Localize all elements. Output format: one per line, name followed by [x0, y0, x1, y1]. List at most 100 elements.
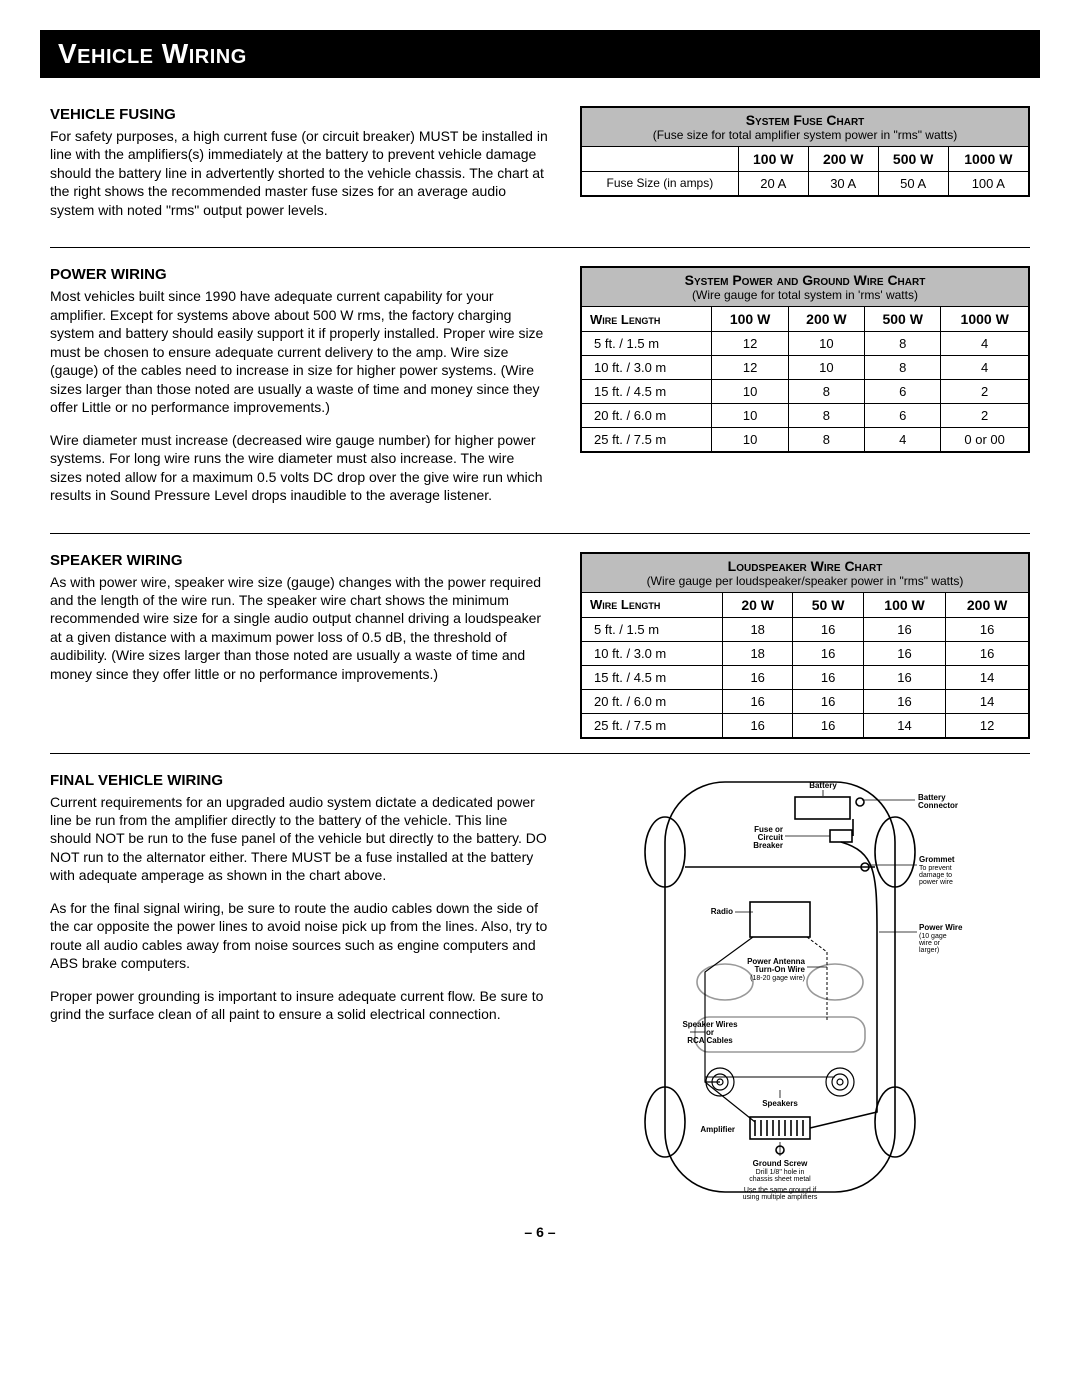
table-row-len: 25 ft. / 7.5 m	[581, 428, 712, 453]
final-p1: Current requirements for an upgraded aud…	[50, 793, 550, 885]
table-cell: 16	[722, 665, 792, 689]
speaker-body: As with power wire, speaker wire size (g…	[50, 573, 550, 684]
wire-length-head: Wire Length	[581, 592, 722, 617]
table-cell: 6	[865, 380, 941, 404]
dia-fuse: Fuse orCircuitBreaker	[753, 825, 783, 850]
table-cell: 16	[793, 665, 863, 689]
dia-amplifier: Amplifier	[700, 1125, 735, 1134]
table-cell: 0 or 00	[941, 428, 1029, 453]
fuse-cell: 100 A	[948, 172, 1029, 197]
speaker-p1: As with power wire, speaker wire size (g…	[50, 573, 550, 684]
table-cell: 4	[865, 428, 941, 453]
fuse-chart-title: System Fuse Chart	[746, 112, 865, 128]
page-number: – 6 –	[50, 1224, 1030, 1240]
table-cell: 4	[941, 332, 1029, 356]
speaker-chart-sub: (Wire gauge per loudspeaker/speaker powe…	[588, 574, 1022, 588]
power-chart-title: System Power and Ground Wire Chart	[685, 272, 926, 288]
table-cell: 16	[793, 713, 863, 738]
table-row-len: 20 ft. / 6.0 m	[581, 689, 722, 713]
dia-ground-sub2: Use the same ground ifusing multiple amp…	[743, 1187, 818, 1201]
section-speaker: SPEAKER WIRING As with power wire, speak…	[50, 552, 1030, 739]
table-cell: 12	[712, 332, 788, 356]
speaker-heading: SPEAKER WIRING	[50, 552, 550, 569]
table-cell: 8	[865, 332, 941, 356]
table-cell: 16	[863, 617, 945, 641]
page-header: Vehicle Wiring	[40, 30, 1040, 78]
power-p1: Most vehicles built since 1990 have adeq…	[50, 287, 550, 416]
dia-power-wire-sub: (10 gagewire orlarger)	[918, 933, 947, 954]
table-cell: 16	[793, 641, 863, 665]
dia-battery: Battery	[809, 781, 837, 790]
dia-radio: Radio	[711, 907, 733, 916]
final-p3: Proper power grounding is important to i…	[50, 987, 550, 1024]
dia-power-wire: Power Wire	[919, 923, 963, 932]
table-cell: 6	[865, 404, 941, 428]
divider	[50, 533, 1030, 534]
fuse-cell: 50 A	[878, 172, 948, 197]
table-cell: 12	[712, 356, 788, 380]
table-cell: 18	[722, 617, 792, 641]
dia-batt-conn: BatteryConnector	[918, 793, 958, 810]
col-head: 1000 W	[948, 147, 1029, 172]
fuse-cell: 20 A	[738, 172, 808, 197]
table-cell: 10	[712, 380, 788, 404]
table-cell: 16	[793, 617, 863, 641]
table-row-len: 20 ft. / 6.0 m	[581, 404, 712, 428]
final-body: Current requirements for an upgraded aud…	[50, 793, 550, 1024]
col-head: 50 W	[793, 592, 863, 617]
col-head: 500 W	[865, 307, 941, 332]
table-cell: 10	[712, 428, 788, 453]
col-head: 500 W	[878, 147, 948, 172]
table-cell: 16	[946, 641, 1029, 665]
table-cell: 16	[946, 617, 1029, 641]
speaker-chart-title: Loudspeaker Wire Chart	[728, 558, 883, 574]
fuse-chart-sub: (Fuse size for total amplifier system po…	[588, 128, 1022, 142]
table-cell: 12	[946, 713, 1029, 738]
col-head: 100 W	[712, 307, 788, 332]
col-head: 200 W	[808, 147, 878, 172]
fusing-body: For safety purposes, a high current fuse…	[50, 127, 550, 219]
section-final: FINAL VEHICLE WIRING Current requirement…	[50, 772, 1030, 1212]
table-cell: 4	[941, 356, 1029, 380]
table-cell: 8	[788, 380, 864, 404]
fusing-heading: VEHICLE FUSING	[50, 106, 550, 123]
table-cell: 8	[865, 356, 941, 380]
power-body: Most vehicles built since 1990 have adeq…	[50, 287, 550, 504]
dia-speakers: Speakers	[762, 1099, 798, 1108]
table-row-len: 10 ft. / 3.0 m	[581, 356, 712, 380]
table-cell: 14	[863, 713, 945, 738]
table-cell: 10	[788, 332, 864, 356]
divider	[50, 753, 1030, 754]
col-head: 100 W	[738, 147, 808, 172]
table-cell: 18	[722, 641, 792, 665]
table-cell: 10	[788, 356, 864, 380]
power-heading: POWER WIRING	[50, 266, 550, 283]
table-cell: 2	[941, 380, 1029, 404]
final-heading: FINAL VEHICLE WIRING	[50, 772, 550, 789]
dia-antenna-sub: (18-20 gage wire)	[750, 975, 805, 982]
table-cell: 16	[722, 713, 792, 738]
power-chart-sub: (Wire gauge for total system in 'rms' wa…	[588, 288, 1022, 302]
table-cell: 8	[788, 428, 864, 453]
table-row-len: 5 ft. / 1.5 m	[581, 617, 722, 641]
fusing-p1: For safety purposes, a high current fuse…	[50, 127, 550, 219]
divider	[50, 247, 1030, 248]
fuse-cell: 30 A	[808, 172, 878, 197]
table-row-len: 10 ft. / 3.0 m	[581, 641, 722, 665]
power-chart: System Power and Ground Wire Chart (Wire…	[580, 266, 1030, 453]
fuse-row-label: Fuse Size (in amps)	[581, 172, 738, 197]
col-head: 100 W	[863, 592, 945, 617]
table-cell: 14	[946, 665, 1029, 689]
power-p2: Wire diameter must increase (decreased w…	[50, 431, 550, 505]
col-head: 200 W	[788, 307, 864, 332]
speaker-chart: Loudspeaker Wire Chart (Wire gauge per l…	[580, 552, 1030, 739]
table-row-len: 5 ft. / 1.5 m	[581, 332, 712, 356]
dia-ground-sub1: Drill 1/8" hole inchassis sheet metal	[749, 1169, 811, 1183]
table-cell: 16	[863, 689, 945, 713]
section-fusing: VEHICLE FUSING For safety purposes, a hi…	[50, 106, 1030, 233]
dia-antenna: Power AntennaTurn-On Wire	[747, 957, 805, 974]
table-cell: 8	[788, 404, 864, 428]
dia-ground: Ground Screw	[753, 1159, 808, 1168]
wire-length-head: Wire Length	[581, 307, 712, 332]
table-cell: 14	[946, 689, 1029, 713]
